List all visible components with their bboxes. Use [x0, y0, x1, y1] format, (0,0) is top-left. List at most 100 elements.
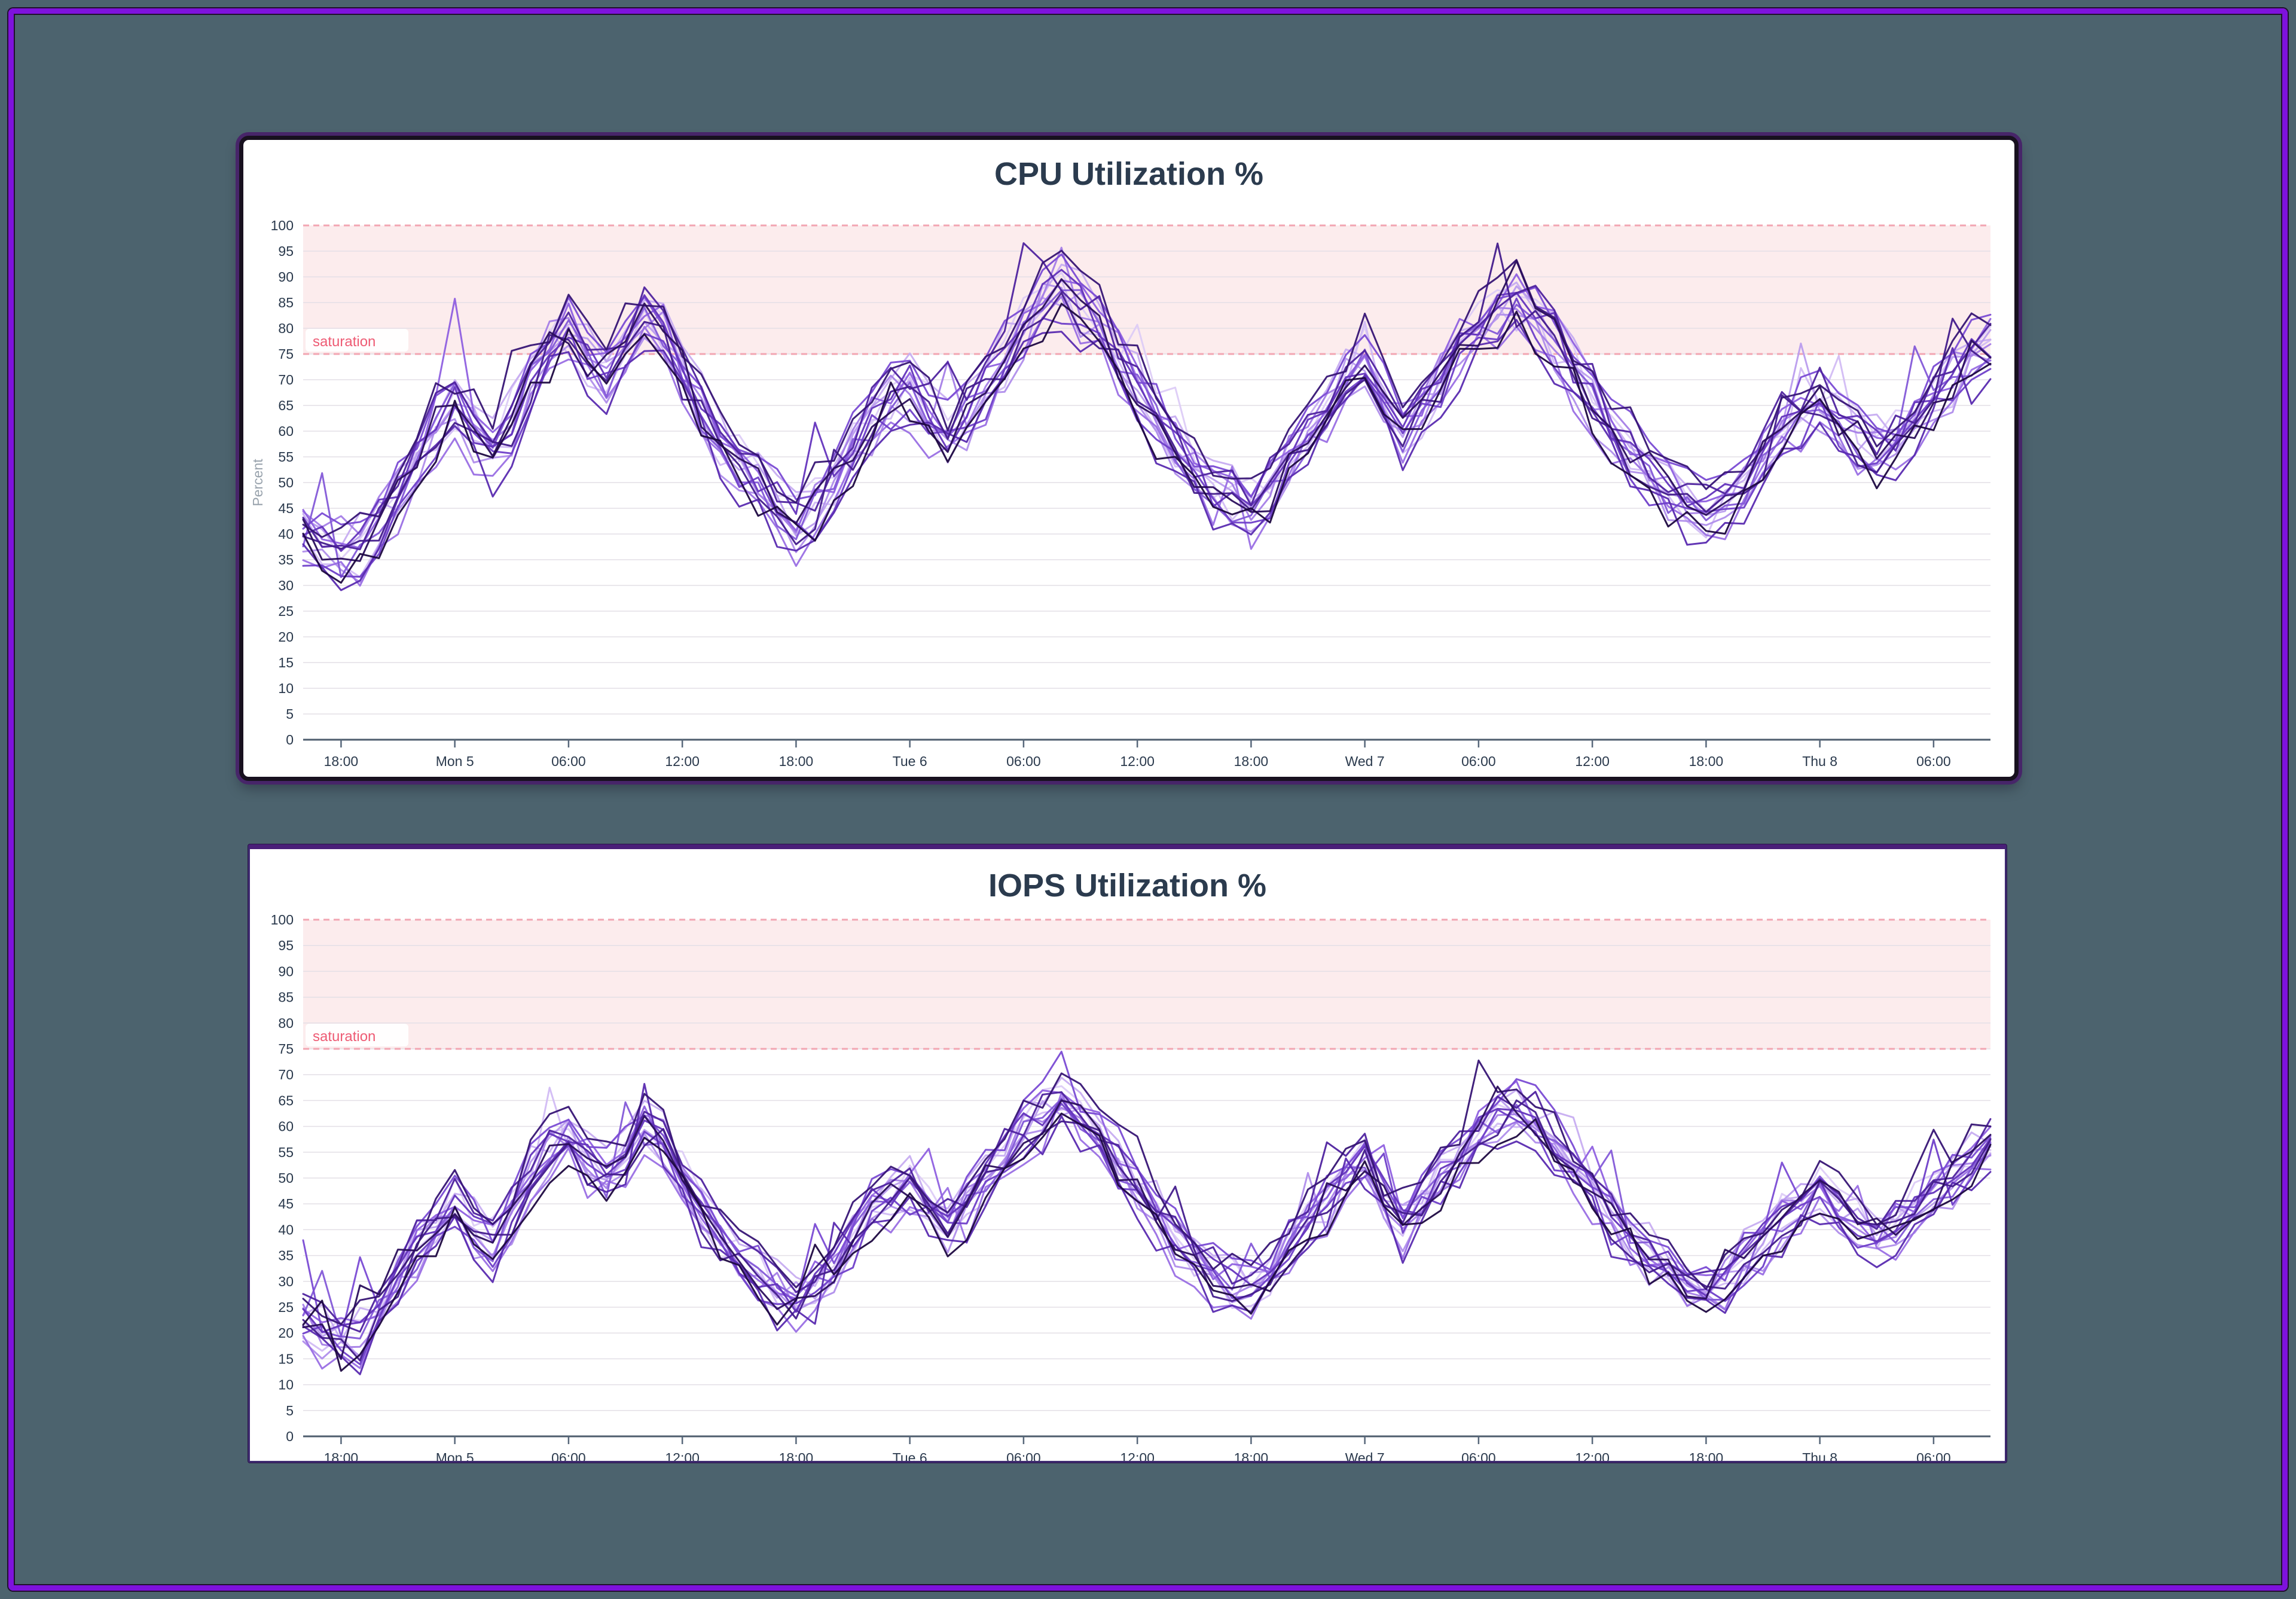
- y-axis-title: Percent: [250, 459, 265, 506]
- y-tick-label: 70: [278, 372, 294, 387]
- y-tick-label: 25: [278, 603, 294, 619]
- y-tick-label: 70: [278, 1067, 294, 1082]
- y-tick-label: 90: [278, 269, 294, 285]
- y-tick-label: 80: [278, 321, 294, 336]
- utilization-series-line: [302, 1076, 1992, 1342]
- y-tick-label: 40: [278, 1222, 294, 1237]
- utilization-series-line: [302, 242, 1992, 550]
- cpu-chart-panel: CPU Utilization % saturation 0 5 10 15 20 25 30…: [239, 136, 2019, 781]
- x-tick-label: Mon 5: [436, 753, 474, 769]
- y-tick-label: 90: [278, 963, 294, 979]
- y-tick-label: 20: [278, 1325, 294, 1341]
- x-tick-label: 18:00: [1234, 1450, 1269, 1461]
- iops-chart-canvas[interactable]: saturation 0 5 10 15 20 25 30 35 40 45 50 55 60 65 70 75…: [250, 849, 2005, 1461]
- x-tick-label: 18:00: [1689, 753, 1724, 769]
- x-tick-label: Mon 5: [436, 1450, 474, 1461]
- y-tick-label: 75: [278, 346, 294, 362]
- y-tick-label: 85: [278, 990, 294, 1005]
- y-tick-label: 50: [278, 475, 294, 490]
- y-tick-label: 10: [278, 681, 294, 696]
- x-tick-label: 12:00: [665, 1450, 700, 1461]
- x-tick-label: 06:00: [1916, 1450, 1951, 1461]
- utilization-series-line: [302, 1106, 1992, 1348]
- y-tick-label: 65: [278, 398, 294, 413]
- x-tick-label: 06:00: [1916, 753, 1951, 769]
- x-tick-label: 18:00: [1689, 1450, 1724, 1461]
- y-tick-label: 50: [278, 1170, 294, 1186]
- y-tick-label: 5: [286, 706, 294, 722]
- x-tick-label: 18:00: [324, 1450, 359, 1461]
- y-tick-label: 60: [278, 1119, 294, 1134]
- utilization-series-line: [302, 1112, 1992, 1372]
- x-tick-label: Tue 6: [893, 753, 927, 769]
- y-tick-label: 55: [278, 1145, 294, 1160]
- x-tick-label: 06:00: [1461, 753, 1496, 769]
- y-tick-label: 10: [278, 1377, 294, 1393]
- y-tick-label: 75: [278, 1041, 294, 1057]
- x-tick-label: Wed 7: [1345, 1450, 1385, 1461]
- saturation-band: [303, 225, 1990, 354]
- x-tick-label: 06:00: [1461, 1450, 1496, 1461]
- y-tick-label: 60: [278, 423, 294, 439]
- x-tick-label: 12:00: [1575, 1450, 1610, 1461]
- utilization-series-line: [302, 295, 1992, 587]
- utilization-series-line: [302, 1080, 1992, 1323]
- x-tick-label: 12:00: [1575, 753, 1610, 769]
- y-tick-label: 45: [278, 1196, 294, 1212]
- y-tick-label: 15: [278, 1351, 294, 1366]
- utilization-series-line: [302, 285, 1992, 552]
- x-tick-label: 06:00: [1006, 1450, 1041, 1461]
- x-tick-label: 06:00: [1006, 753, 1041, 769]
- saturation-chip: [306, 1024, 408, 1046]
- utilization-series-line: [302, 249, 1992, 538]
- x-tick-label: 12:00: [1120, 1450, 1155, 1461]
- utilization-series-line: [302, 1091, 1992, 1333]
- y-tick-label: 15: [278, 655, 294, 670]
- x-tick-label: Thu 8: [1802, 1450, 1837, 1461]
- utilization-series-line: [302, 303, 1992, 584]
- y-tick-label: 100: [271, 218, 294, 233]
- utilization-series-line: [302, 1099, 1992, 1362]
- x-tick-label: 18:00: [1234, 753, 1269, 769]
- utilization-series-line: [302, 1085, 1992, 1335]
- y-tick-label: 45: [278, 501, 294, 516]
- x-tick-label: 06:00: [551, 1450, 586, 1461]
- utilization-series-line: [302, 1096, 1992, 1360]
- y-tick-label: 20: [278, 629, 294, 645]
- y-tick-label: 30: [278, 578, 294, 593]
- x-tick-label: Thu 8: [1802, 753, 1837, 769]
- utilization-series-line: [302, 260, 1992, 562]
- x-tick-label: 06:00: [551, 753, 586, 769]
- y-tick-label: 5: [286, 1403, 294, 1418]
- utilization-series-line: [302, 279, 1992, 578]
- x-tick-label: 18:00: [779, 1450, 814, 1461]
- utilization-series-line: [302, 1098, 1992, 1333]
- x-tick-label: Tue 6: [893, 1450, 927, 1461]
- x-tick-label: 12:00: [1120, 753, 1155, 769]
- saturation-label: saturation: [313, 334, 375, 350]
- cpu-chart-canvas[interactable]: saturation 0 5 10 15 20 25 30 35 40 45 50 55 60 65 70 75…: [243, 140, 2014, 777]
- x-tick-label: 18:00: [779, 753, 814, 769]
- utilization-series-line: [302, 1087, 1992, 1359]
- y-tick-label: 35: [278, 552, 294, 567]
- x-tick-label: 18:00: [324, 753, 359, 769]
- y-tick-label: 95: [278, 243, 294, 259]
- y-tick-label: 0: [286, 732, 294, 747]
- chart-title: CPU Utilization %: [994, 156, 1263, 192]
- y-tick-label: 95: [278, 938, 294, 953]
- y-tick-label: 55: [278, 449, 294, 465]
- y-tick-label: 25: [278, 1299, 294, 1315]
- saturation-label: saturation: [313, 1029, 375, 1045]
- y-tick-label: 40: [278, 526, 294, 542]
- saturation-band: [303, 920, 1990, 1049]
- utilization-series-line: [302, 1051, 1992, 1338]
- x-tick-label: 12:00: [665, 753, 700, 769]
- y-tick-label: 35: [278, 1248, 294, 1264]
- y-tick-label: 85: [278, 295, 294, 310]
- saturation-chip: [306, 329, 408, 352]
- y-tick-label: 80: [278, 1015, 294, 1031]
- utilization-series-line: [302, 1091, 1992, 1370]
- x-tick-label: Wed 7: [1345, 753, 1385, 769]
- y-tick-label: 0: [286, 1429, 294, 1444]
- y-tick-label: 30: [278, 1274, 294, 1289]
